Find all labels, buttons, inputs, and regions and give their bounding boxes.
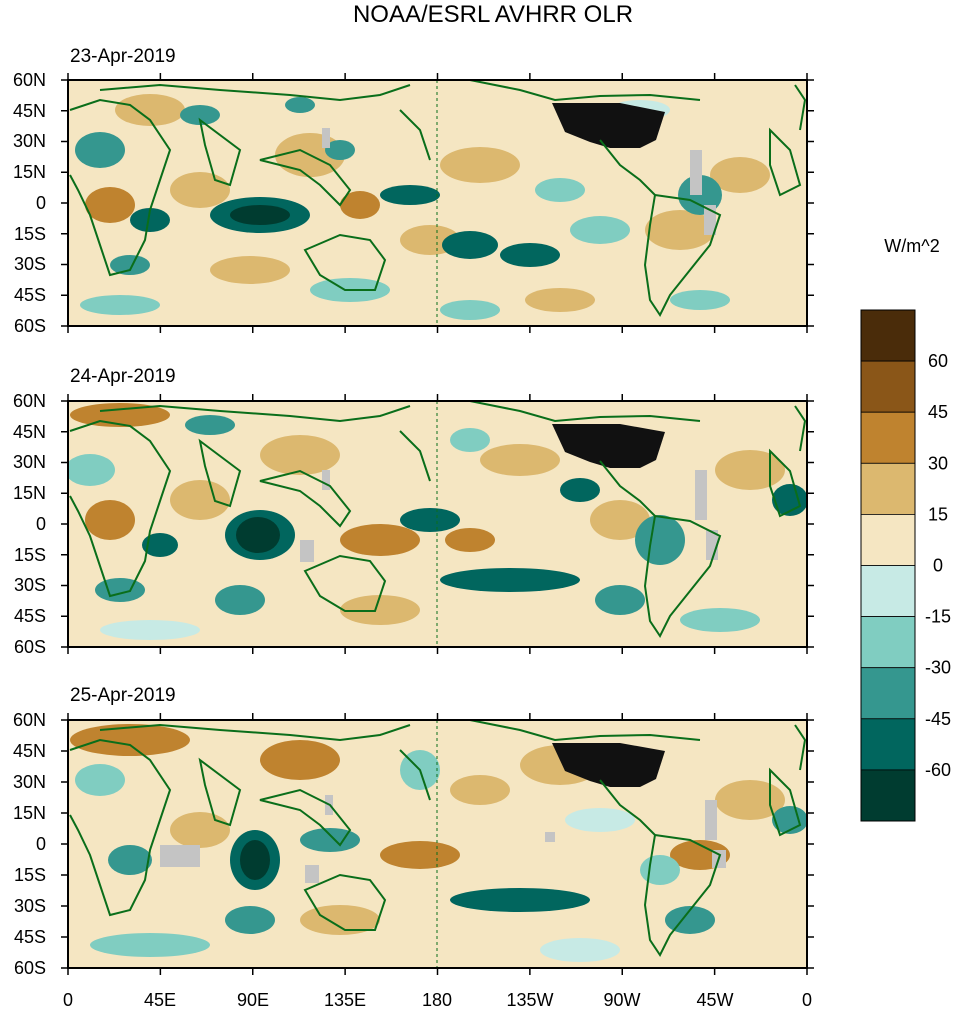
lat-tick-label: 0 <box>36 514 46 534</box>
panel-date-3: 25-Apr-2019 <box>70 685 176 706</box>
coastlines <box>69 401 807 638</box>
olr-field <box>68 401 807 647</box>
olr-field <box>69 720 807 968</box>
lat-tick-label: 15N <box>13 483 46 503</box>
colorbar-label: -30 <box>925 658 951 678</box>
lat-tick-label: 60N <box>13 70 46 90</box>
panel-date-2: 24-Apr-2019 <box>70 366 176 387</box>
colorbar-label: -60 <box>925 760 951 780</box>
lon-tick-label: 0 <box>63 990 73 1010</box>
colorbar-units: W/m^2 <box>884 236 939 256</box>
olr-field <box>69 80 807 326</box>
lon-tick-label: 180 <box>422 990 452 1010</box>
colorbar-label: -15 <box>925 607 951 627</box>
colorbar-swatch <box>860 411 916 464</box>
colorbar-label: -45 <box>925 709 951 729</box>
lat-tick-label: 45S <box>14 285 46 305</box>
lat-tick-label: 15S <box>14 545 46 565</box>
colorbar-swatch <box>860 667 916 720</box>
coastlines <box>69 80 807 317</box>
coastlines <box>69 720 807 957</box>
lon-tick-label: 45E <box>144 990 176 1010</box>
panel-date-1: 23-Apr-2019 <box>70 46 176 67</box>
lat-tick-label: 60S <box>14 637 46 657</box>
lat-tick-label: 60S <box>14 316 46 336</box>
lon-tick-label: 0 <box>802 990 812 1010</box>
lat-tick-label: 0 <box>36 193 46 213</box>
lat-tick-label: 15N <box>13 162 46 182</box>
map-panel-1: 23-Apr-2019 <box>13 46 808 336</box>
colorbar-swatch <box>860 565 916 617</box>
lat-tick-label: 15N <box>13 803 46 823</box>
colorbar-swatch <box>860 616 916 669</box>
colorbar: W/m^2 60 45 30 15 0 -15 -30 -45 -60 <box>860 236 951 822</box>
colorbar-label: 45 <box>928 402 948 422</box>
colorbar-swatch <box>860 309 916 362</box>
lat-tick-label: 30S <box>14 896 46 916</box>
lat-tick-label: 45N <box>13 741 46 761</box>
lat-tick-label: 30S <box>14 254 46 274</box>
lat-tick-label: 15S <box>14 865 46 885</box>
colorbar-label: 15 <box>928 504 948 524</box>
colorbar-swatch <box>860 462 916 515</box>
colorbar-label: 60 <box>928 351 948 371</box>
colorbar-labels: 60 45 30 15 0 -15 -30 -45 -60 <box>925 351 951 780</box>
lat-tick-label: 45S <box>14 927 46 947</box>
lon-labels: 0 45E 90E 135E 180 135W 90W 45W 0 <box>63 990 812 1010</box>
lon-tick-label: 135W <box>506 990 553 1010</box>
lat-tick-label: 30N <box>13 772 46 792</box>
colorbar-swatch <box>860 769 916 822</box>
lon-tick-label: 45W <box>696 990 733 1010</box>
colorbar-swatch <box>860 718 916 771</box>
lat-labels: 60N 45N 30N 15N 0 15S 30S 45S 60S <box>13 710 46 978</box>
axis-ticks <box>61 73 814 975</box>
lat-tick-label: 45N <box>13 101 46 121</box>
colorbar-frame <box>860 309 916 822</box>
map-panel-3: 25-Apr-2019 <box>13 685 812 1010</box>
lat-tick-label: 60S <box>14 958 46 978</box>
colorbar-swatches <box>860 309 916 822</box>
map-panel-2: 24-Apr-2019 <box>13 366 808 657</box>
lat-tick-label: 60N <box>13 710 46 730</box>
lat-tick-label: 0 <box>36 834 46 854</box>
colorbar-swatch <box>860 360 916 413</box>
lat-tick-label: 30S <box>14 575 46 595</box>
lon-tick-label: 135E <box>324 990 366 1010</box>
lat-tick-label: 30N <box>13 452 46 472</box>
colorbar-swatch <box>860 514 916 566</box>
lat-tick-label: 60N <box>13 391 46 411</box>
figure-title: NOAA/ESRL AVHRR OLR <box>353 1 633 28</box>
lat-tick-label: 45N <box>13 422 46 442</box>
lat-labels: 60N 45N 30N 15N 0 15S 30S 45S 60S <box>13 391 46 657</box>
lat-tick-label: 15S <box>14 224 46 244</box>
lon-tick-label: 90W <box>603 990 640 1010</box>
colorbar-label: 30 <box>928 453 948 473</box>
colorbar-label: 0 <box>933 556 943 576</box>
lon-tick-label: 90E <box>237 990 269 1010</box>
lat-tick-label: 30N <box>13 131 46 151</box>
lat-labels: 60N 45N 30N 15N 0 15S 30S 45S 60S <box>13 70 46 336</box>
lat-tick-label: 45S <box>14 606 46 626</box>
